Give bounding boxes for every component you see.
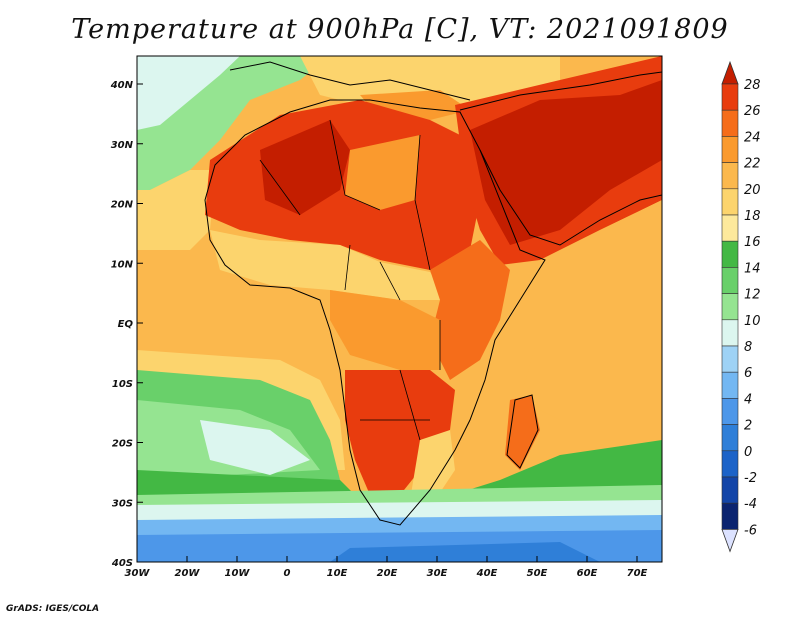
lat-tick-label: EQ — [118, 319, 134, 330]
colorbar-swatch — [721, 214, 739, 242]
colorbar-label: -6 — [744, 523, 757, 538]
colorbar-bottom-arrow — [721, 529, 739, 553]
colorbar-label: 20 — [744, 183, 761, 198]
lon-tick-label: 10E — [327, 568, 348, 579]
colorbar-label: 26 — [744, 104, 761, 119]
lon-tick-label: 50E — [527, 568, 548, 579]
southern-africa-region — [345, 370, 455, 495]
south-atlantic-pale-region — [200, 420, 310, 475]
colorbar-label: 18 — [744, 209, 761, 224]
colorbar-label: 28 — [744, 78, 761, 93]
colorbar-label: 12 — [744, 288, 761, 303]
africa-coastline — [204, 99, 546, 526]
lat-tick-label: 30S — [112, 498, 133, 509]
southern-ocean-coldest-band — [330, 542, 600, 562]
colorbar-label: 6 — [744, 366, 752, 381]
lat-tick-label: 30N — [111, 140, 134, 151]
colorbar-swatch — [721, 83, 739, 111]
colorbar-swatch — [721, 476, 739, 504]
lon-tick-label: 30E — [427, 568, 448, 579]
colorbar-top-arrow — [721, 60, 739, 85]
latitude-axis: 40N 30N 20N 10N EQ 10S 20S 30S 40S — [110, 80, 143, 569]
lon-tick-label: 10W — [225, 568, 251, 579]
europe-coastline — [229, 61, 471, 101]
colorbar-label: 24 — [744, 130, 761, 145]
madagascar-coastline — [506, 394, 539, 469]
colorbar-swatch — [721, 162, 739, 190]
lon-tick-label: 20E — [377, 568, 398, 579]
lon-tick-label: 20W — [175, 568, 201, 579]
lon-tick-label: 60E — [577, 568, 598, 579]
colorbar-label: 16 — [744, 235, 761, 250]
temperature-field — [137, 56, 662, 562]
colorbar-label: 8 — [744, 340, 752, 355]
colorbar-label: 22 — [744, 157, 761, 172]
colorbar-swatch — [721, 293, 739, 321]
lat-tick-label: 20S — [112, 439, 133, 450]
north-atlantic-cold-region — [137, 56, 240, 130]
arabia-core-region — [470, 80, 662, 245]
country-borders — [259, 119, 441, 441]
colorbar-label: 4 — [744, 392, 752, 407]
colorbar-swatch — [721, 450, 739, 478]
north-atlantic-warm-band — [137, 170, 215, 250]
colorbar-swatch — [721, 424, 739, 452]
lat-tick-label: 10N — [111, 259, 134, 270]
colorbar-label: 10 — [744, 314, 761, 329]
colorbar-label: -2 — [744, 471, 757, 486]
map-title: Temperature at 900hPa [C], VT: 202109180… — [71, 14, 729, 45]
lon-tick-label: 0 — [284, 568, 291, 579]
plot-frame — [136, 55, 663, 563]
colorbar-swatch — [721, 267, 739, 294]
colorbar-swatch — [721, 398, 739, 425]
colorbar-swatch — [721, 345, 739, 373]
lat-tick-label: 40S — [111, 558, 133, 569]
colorbar-label: 2 — [744, 419, 752, 434]
colorbar-swatch — [721, 371, 739, 399]
colorbar-swatch — [721, 188, 739, 216]
sahel-region — [210, 230, 450, 300]
colorbar-swatch — [721, 136, 739, 163]
grads-credit: GrADS: IGES/COLA — [6, 604, 100, 614]
colorbar-label: -4 — [744, 497, 757, 512]
east-africa-region — [430, 240, 510, 380]
sahara-central-region — [345, 135, 420, 210]
lon-tick-label: 40E — [476, 568, 498, 579]
arabia-coastline — [459, 71, 662, 246]
lat-tick-label: 20N — [111, 200, 134, 211]
lat-tick-label: 10S — [112, 379, 133, 390]
colorbar-swatch — [721, 240, 739, 268]
madagascar-region — [505, 395, 540, 470]
central-africa-region — [330, 290, 440, 370]
lon-tick-label: 70E — [627, 568, 648, 579]
indian-ocean-region — [520, 200, 662, 420]
lat-tick-label: 40N — [110, 80, 134, 91]
colorbar-swatch — [721, 502, 739, 530]
colorbar-swatch — [721, 319, 739, 347]
colorbar-swatch — [721, 109, 739, 137]
colorbar-label: 0 — [744, 445, 752, 460]
lon-tick-label: 30W — [125, 568, 151, 579]
longitude-axis: 30W 20W 10W 0 10E 20E 30E 40E 50E 60E 70E — [125, 556, 648, 579]
colorbar-label: 14 — [744, 261, 761, 276]
southern-africa-east-region — [410, 430, 455, 500]
